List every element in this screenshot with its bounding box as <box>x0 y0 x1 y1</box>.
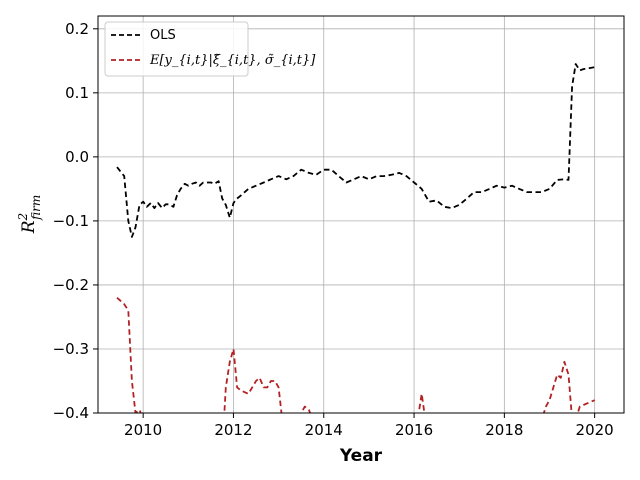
y-tick-label: −0.2 <box>53 276 89 294</box>
ticks: 2010 2012 2014 2016 2018 2020 0.2 0.1 0.0 −0.1 −0.… <box>53 20 614 439</box>
x-tick-label: 2018 <box>485 421 523 439</box>
y-tick-label: −0.4 <box>53 404 89 422</box>
y-axis-title-main: R <box>19 220 39 234</box>
series-group <box>116 63 596 413</box>
x-tick-label: 2014 <box>305 421 343 439</box>
plot-frame <box>97 15 625 414</box>
series-ols-line <box>116 63 595 238</box>
legend-ols-label: OLS <box>150 28 176 43</box>
svg-text:R2firm: R2firm <box>16 195 43 235</box>
x-tick-label: 2016 <box>395 421 433 439</box>
x-axis-title: Year <box>339 446 383 466</box>
y-axis-title-sub: firm <box>29 195 43 221</box>
y-tick-label: −0.3 <box>53 340 89 358</box>
y-tick-label: 0.2 <box>65 20 89 38</box>
y-axis-title: R2firm <box>16 195 43 235</box>
series-expected-line <box>116 297 596 413</box>
x-tick-label: 2010 <box>124 421 162 439</box>
legend: OLS E[y_{i,t}|ξ̃_{i,t}, σ̃_{i,t}] <box>104 21 316 77</box>
x-tick-label: 2012 <box>214 421 252 439</box>
y-tick-label: 0.1 <box>65 84 89 102</box>
y-axis-title-sup: 2 <box>16 213 30 222</box>
x-tick-label: 2020 <box>576 421 614 439</box>
y-tick-label: 0.0 <box>65 148 89 166</box>
legend-expected-label: E[y_{i,t}|ξ̃_{i,t}, σ̃_{i,t}] <box>149 53 316 68</box>
legend-box <box>104 21 249 77</box>
y-tick-label: −0.1 <box>53 212 89 230</box>
